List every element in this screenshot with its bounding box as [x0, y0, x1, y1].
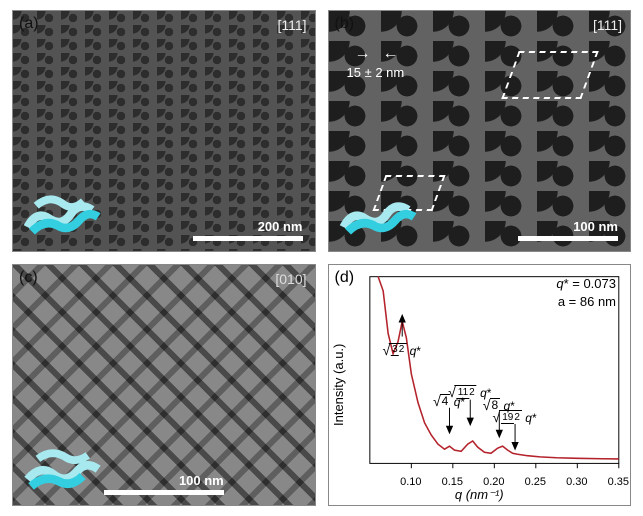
panel-a-zone-axis: [111] [277, 17, 306, 33]
x-tick: 0.15 [442, 476, 463, 488]
gyroid-inset-a [19, 175, 105, 245]
x-tick: 0.30 [566, 476, 587, 488]
panel-b: (b) [111] → ← 15 ± 2 nm 100 nm [328, 10, 632, 252]
scalebar-text: 100 nm [104, 473, 224, 488]
scalebar-text: 200 nm [193, 219, 303, 234]
saxs-chart [329, 265, 630, 498]
x-tick: 0.20 [483, 476, 504, 488]
gyroid-inset-c [19, 429, 105, 499]
arrow-right-icon: ← [383, 45, 397, 63]
panel-a-scalebar: 200 nm [193, 219, 303, 241]
panel-c-label: (c) [19, 269, 38, 287]
peak-label: √32 q* [382, 343, 421, 357]
arrow-left-icon: → [355, 45, 369, 63]
peak-label: √192 q* [493, 410, 537, 424]
scalebar-line [193, 236, 303, 241]
panel-b-label: (b) [335, 15, 355, 33]
scalebar-line [518, 236, 618, 241]
panel-d: (d) Intensity (a.u.) q (nm⁻¹) q* = 0.073… [328, 264, 632, 506]
x-tick: 0.35 [608, 476, 629, 488]
strut-measurement: → ← [355, 45, 397, 63]
panel-b-zone-axis: [111] [593, 17, 622, 33]
measurement-text: 15 ± 2 nm [347, 65, 405, 80]
panel-c-scalebar: 100 nm [104, 473, 224, 495]
gyroid-inset-b [335, 175, 421, 245]
figure-grid: (a) [111] 200 nm (b) [111] → ← 15 ± 2 nm [0, 0, 643, 516]
panel-a: (a) [111] 200 nm [12, 10, 316, 252]
scalebar-text: 100 nm [518, 219, 618, 234]
panel-c: (c) [010] 100 nm [12, 264, 316, 506]
panel-d-label: (d) [335, 269, 355, 287]
panel-c-zone-axis: [010] [275, 271, 306, 287]
x-tick: 0.10 [400, 476, 421, 488]
panel-b-scalebar: 100 nm [518, 219, 618, 241]
panel-a-label: (a) [19, 15, 39, 33]
scalebar-line [104, 490, 224, 495]
x-tick: 0.25 [525, 476, 546, 488]
